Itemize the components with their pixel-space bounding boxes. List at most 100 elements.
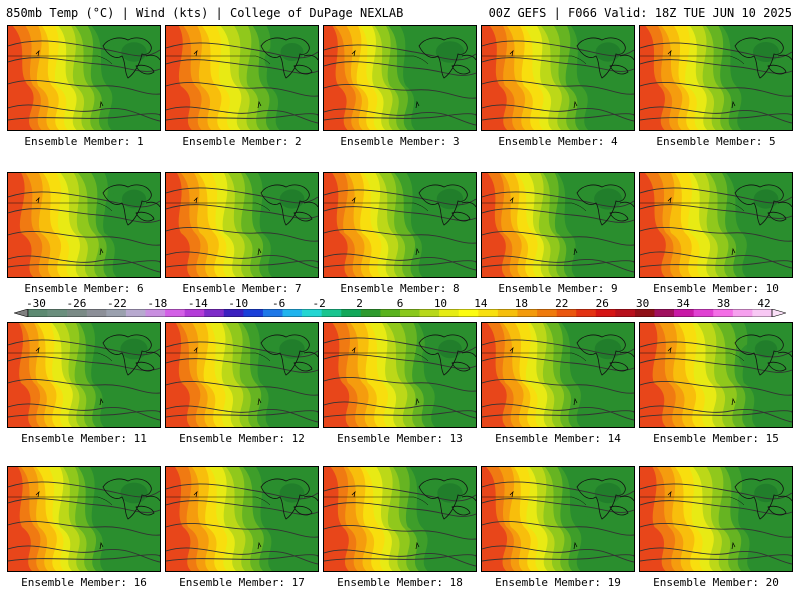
ensemble-member-label: Ensemble Member: 16 — [21, 576, 147, 589]
ensemble-member-map — [7, 466, 161, 572]
colorbar-tick-label: -18 — [147, 297, 168, 310]
ensemble-member-label: Ensemble Member: 11 — [21, 432, 147, 445]
ensemble-member-map — [639, 322, 793, 428]
colorbar-segment — [184, 309, 205, 317]
colorbar-tick-label: -26 — [66, 297, 87, 310]
colorbar-tick-label: 26 — [595, 297, 609, 310]
ensemble-member-map — [165, 172, 319, 278]
colorbar-segment — [262, 309, 283, 317]
colorbar-tick-label: -10 — [228, 297, 249, 310]
colorbar-tick-label: 22 — [555, 297, 569, 310]
ensemble-member-map — [165, 25, 319, 131]
ensemble-member-map — [639, 172, 793, 278]
ensemble-member-label: Ensemble Member: 17 — [179, 576, 305, 589]
colorbar-segment — [204, 309, 225, 317]
ensemble-member-map — [323, 25, 477, 131]
ensemble-member-label: Ensemble Member: 20 — [653, 576, 779, 589]
colorbar-segment — [243, 309, 264, 317]
ensemble-member-map — [7, 172, 161, 278]
ensemble-member-map — [481, 466, 635, 572]
colorbar-segment — [732, 309, 753, 317]
ensemble-member-label: Ensemble Member: 9 — [498, 282, 618, 295]
colorbar-segment — [321, 309, 342, 317]
colorbar-tick-label: -2 — [312, 297, 326, 310]
colorbar-segment — [576, 309, 597, 317]
colorbar-tick-label: 38 — [716, 297, 731, 310]
header-title: 850mb Temp (°C) | Wind (kts) | College o… — [6, 6, 404, 20]
colorbar-tick-label: 18 — [514, 297, 528, 310]
ensemble-member-map — [639, 25, 793, 131]
colorbar-segment — [615, 309, 636, 317]
ensemble-member-label: Ensemble Member: 12 — [179, 432, 305, 445]
colorbar-tick-label: 42 — [757, 297, 771, 310]
ensemble-member-map — [7, 322, 161, 428]
colorbar-segment — [674, 309, 694, 317]
ensemble-member-map — [481, 172, 635, 278]
ensemble-member-label: Ensemble Member: 5 — [656, 135, 776, 148]
colorbar-segment — [439, 309, 460, 317]
ensemble-member-label: Ensemble Member: 3 — [340, 135, 460, 148]
colorbar-segment — [556, 309, 577, 317]
ensemble-member-label: Ensemble Member: 18 — [337, 576, 463, 589]
ensemble-member-map — [323, 466, 477, 572]
colorbar-segment — [125, 309, 146, 317]
colorbar-tick-label: 34 — [676, 297, 690, 310]
ensemble-member-label: Ensemble Member: 15 — [653, 432, 779, 445]
colorbar-tick-label: 14 — [474, 297, 488, 310]
header-valid-time: 00Z GEFS | F066 Valid: 18Z TUE JUN 10 20… — [488, 6, 792, 20]
colorbar-segment — [752, 309, 773, 317]
ensemble-member-map — [481, 25, 635, 131]
ensemble-member-map — [7, 25, 161, 131]
colorbar-segment — [478, 309, 499, 317]
colorbar-segment — [282, 309, 303, 317]
colorbar-segment — [654, 309, 675, 317]
colorbar-tick-label: -14 — [187, 297, 208, 310]
colorbar-tick-label: 6 — [396, 297, 404, 310]
colorbar-tick-label: 10 — [433, 297, 448, 310]
colorbar-segment — [223, 309, 244, 317]
colorbar-segment — [302, 309, 322, 317]
ensemble-member-label: Ensemble Member: 14 — [495, 432, 621, 445]
ensemble-member-label: Ensemble Member: 7 — [182, 282, 302, 295]
colorbar-segment — [595, 309, 616, 317]
ensemble-member-label: Ensemble Member: 2 — [182, 135, 302, 148]
colorbar-segment — [165, 309, 185, 317]
colorbar-segment — [360, 309, 381, 317]
colorbar-segment — [400, 309, 420, 317]
colorbar-segment — [713, 309, 734, 317]
colorbar-segment — [537, 309, 557, 317]
ensemble-member-label: Ensemble Member: 8 — [340, 282, 460, 295]
ensemble-member-label: Ensemble Member: 13 — [337, 432, 463, 445]
colorbar-segment — [86, 309, 107, 317]
colorbar-segment — [47, 309, 68, 317]
colorbar-segment — [634, 309, 655, 317]
colorbar-segment — [341, 309, 362, 317]
colorbar-segment — [28, 309, 48, 317]
ensemble-member-map — [323, 172, 477, 278]
colorbar-segment — [693, 309, 714, 317]
colorbar-max-arrow — [771, 309, 786, 317]
colorbar-tick-label: 2 — [356, 297, 363, 310]
ensemble-member-label: Ensemble Member: 6 — [24, 282, 144, 295]
colorbar-tick-label: -22 — [106, 297, 127, 310]
colorbar-segment — [458, 309, 479, 317]
ensemble-member-map — [323, 322, 477, 428]
colorbar-segment — [145, 309, 166, 317]
colorbar-segment — [517, 309, 538, 317]
temperature-colorbar — [14, 309, 786, 317]
ensemble-member-map — [165, 466, 319, 572]
ensemble-member-map — [165, 322, 319, 428]
ensemble-member-label: Ensemble Member: 4 — [498, 135, 618, 148]
colorbar-tick-label: -30 — [26, 297, 46, 310]
colorbar-segment — [380, 309, 401, 317]
ensemble-member-label: Ensemble Member: 10 — [653, 282, 779, 295]
colorbar-segment — [497, 309, 518, 317]
colorbar-tick-label: -6 — [272, 297, 286, 310]
colorbar-segment — [419, 309, 440, 317]
ensemble-member-map — [481, 322, 635, 428]
ensemble-member-label: Ensemble Member: 1 — [24, 135, 144, 148]
colorbar-segment — [67, 309, 88, 317]
colorbar-segment — [106, 309, 127, 317]
colorbar-min-arrow — [14, 309, 29, 317]
ensemble-member-map — [639, 466, 793, 572]
